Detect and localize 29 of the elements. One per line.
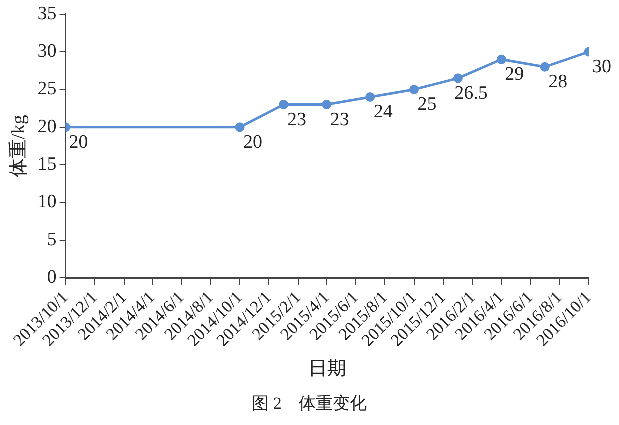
point bbox=[279, 100, 289, 110]
point bbox=[322, 100, 332, 110]
x-axis-title: 日期 bbox=[308, 358, 346, 380]
caption: 图 2 体重变化 bbox=[251, 393, 368, 415]
y-tick-label: 20 bbox=[38, 116, 57, 138]
data-label: 23 bbox=[287, 109, 306, 130]
y-tick-label: 0 bbox=[47, 267, 57, 288]
y-tick-label: 25 bbox=[38, 78, 57, 100]
y-tick-label: 15 bbox=[38, 154, 57, 176]
point bbox=[496, 54, 506, 64]
y-axis-title: 体重/kg bbox=[8, 114, 30, 178]
data-label: 26.5 bbox=[454, 82, 488, 104]
point bbox=[410, 84, 420, 94]
y-tick-label: 30 bbox=[38, 41, 57, 62]
data-label: 24 bbox=[374, 102, 394, 123]
data-label: 28 bbox=[548, 72, 568, 93]
data-label: 30 bbox=[592, 56, 612, 78]
point bbox=[540, 62, 550, 72]
y-tick-label: 10 bbox=[38, 192, 57, 213]
data-label: 20 bbox=[69, 132, 88, 153]
data-label: 25 bbox=[418, 94, 437, 116]
data-label: 29 bbox=[505, 64, 524, 86]
data-label: 23 bbox=[330, 109, 350, 130]
y-tick-label: 35 bbox=[38, 3, 57, 24]
point bbox=[366, 92, 376, 102]
y-tick-label: 5 bbox=[47, 229, 57, 250]
data-label: 20 bbox=[244, 132, 263, 153]
point bbox=[235, 122, 245, 132]
point bbox=[453, 74, 463, 84]
